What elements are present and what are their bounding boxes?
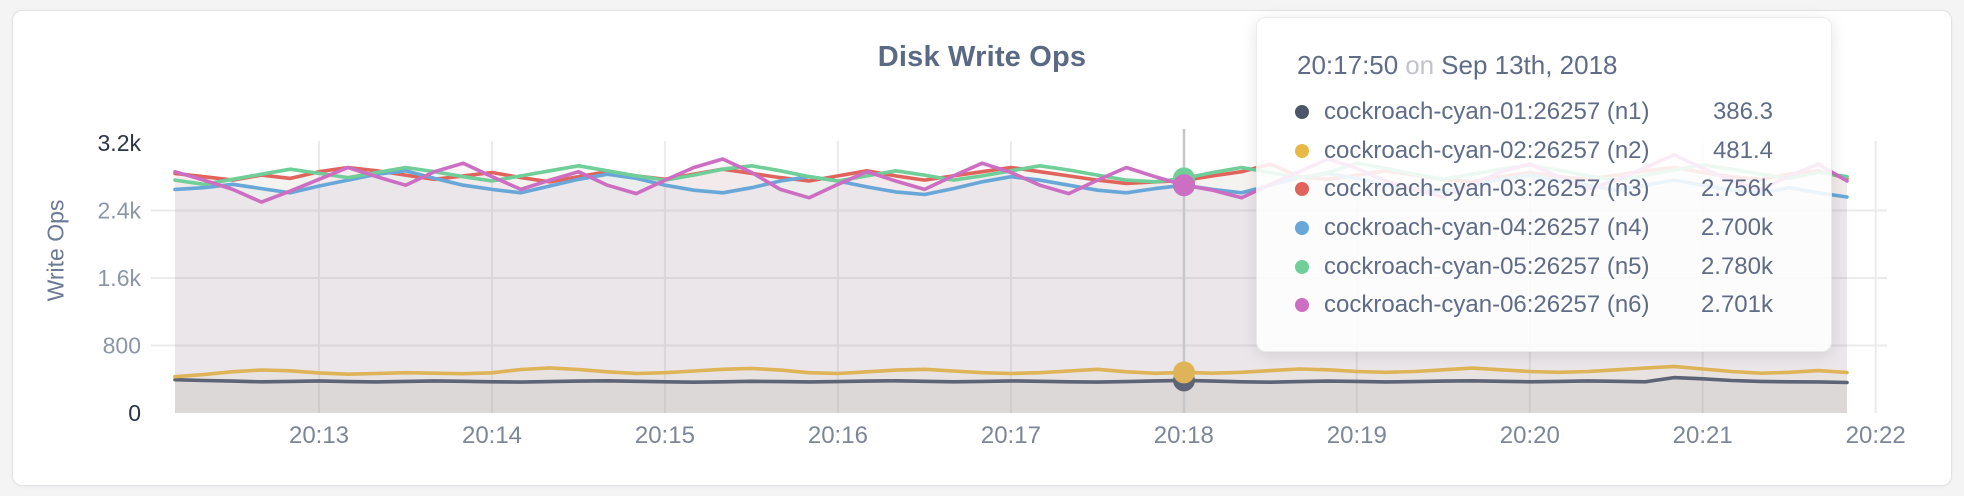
hover-point-n2: [1173, 361, 1195, 384]
x-tick-label: 20:15: [635, 422, 695, 449]
series-color-dot: [1295, 221, 1309, 236]
tooltip-row: cockroach-cyan-04:26257 (n4) 2.700k: [1295, 209, 1773, 248]
series-color-dot: [1295, 143, 1309, 158]
series-value: 386.3: [1712, 98, 1773, 126]
series-area-n1: [175, 377, 1847, 413]
series-label: cockroach-cyan-01:26257 (n1): [1324, 98, 1650, 126]
x-tick-label: 20:20: [1500, 422, 1560, 449]
series-color-dot: [1295, 298, 1309, 313]
tooltip-row: cockroach-cyan-06:26257 (n6) 2.701k: [1295, 286, 1773, 325]
series-color-dot: [1295, 105, 1309, 120]
tooltip-row: cockroach-cyan-02:26257 (n2) 481.4: [1295, 132, 1773, 171]
series-label: cockroach-cyan-06:26257 (n6): [1324, 291, 1650, 319]
chart-card: Disk Write Ops Write Ops 0 800 1.6k 2.4k 3.2…: [12, 10, 1952, 486]
x-tick-label: 20:17: [981, 422, 1041, 449]
x-tick-label: 20:19: [1327, 422, 1387, 449]
series-value: 2.756k: [1700, 175, 1773, 203]
tooltip-on-word: on: [1405, 50, 1435, 80]
series-line-n2: [173, 364, 1849, 379]
series-value: 2.780k: [1700, 252, 1773, 280]
x-tick-label: 20:18: [1154, 422, 1214, 449]
y-tick-label: 0: [128, 400, 141, 426]
hover-tooltip: 20:17:50 on Sep 13th, 2018 cockroach-cyan-…: [1256, 17, 1832, 352]
series-label: cockroach-cyan-04:26257 (n4): [1324, 214, 1650, 242]
hover-point-n6: [1173, 174, 1195, 197]
tooltip-header: 20:17:50 on Sep 13th, 2018: [1295, 50, 1773, 81]
y-tick-label: 2.4k: [98, 198, 142, 224]
series-line-n1: [173, 375, 1849, 385]
x-tick-label: 20:14: [462, 422, 522, 449]
tooltip-row: cockroach-cyan-03:26257 (n3) 2.756k: [1295, 170, 1773, 209]
series-value: 2.700k: [1700, 214, 1773, 242]
series-label: cockroach-cyan-03:26257 (n3): [1324, 175, 1650, 203]
series-area-n2: [175, 366, 1847, 413]
series-label: cockroach-cyan-02:26257 (n2): [1324, 136, 1650, 164]
tooltip-row: cockroach-cyan-01:26257 (n1) 386.3: [1295, 93, 1773, 132]
tooltip-row: cockroach-cyan-05:26257 (n5) 2.780k: [1295, 247, 1773, 286]
tooltip-time: 20:17:50: [1297, 50, 1399, 80]
series-value: 481.4: [1712, 136, 1773, 164]
series-color-dot: [1295, 259, 1309, 274]
y-tick-label: 1.6k: [98, 265, 142, 291]
x-tick-label: 20:22: [1846, 422, 1906, 449]
x-tick-label: 20:16: [808, 422, 868, 449]
chart-title: Disk Write Ops: [877, 41, 1087, 73]
series-color-dot: [1295, 182, 1309, 197]
y-tick-label: 800: [103, 333, 141, 359]
x-tick-label: 20:21: [1673, 422, 1733, 449]
series-label: cockroach-cyan-05:26257 (n5): [1324, 252, 1650, 280]
y-tick-label: 3.2k: [98, 130, 142, 156]
tooltip-date: Sep 13th, 2018: [1441, 50, 1618, 80]
series-value: 2.701k: [1700, 291, 1773, 319]
x-tick-label: 20:13: [289, 422, 349, 449]
